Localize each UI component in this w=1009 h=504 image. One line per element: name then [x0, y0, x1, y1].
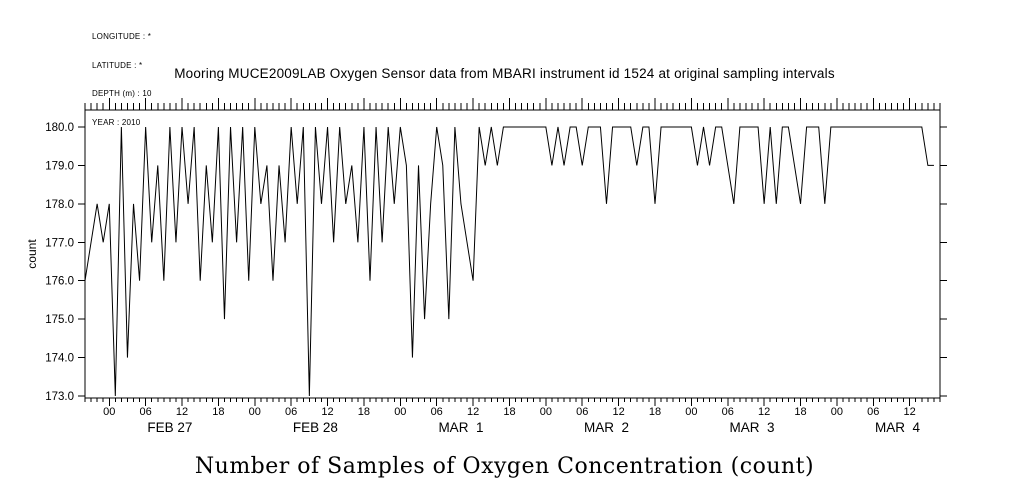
y-tick-label: 178.0 — [45, 199, 74, 211]
x-hour-label: 12 — [176, 406, 188, 418]
x-hour-label: 06 — [576, 406, 588, 418]
x-hour-label: 00 — [249, 406, 261, 418]
x-date-label: MAR 2 — [584, 420, 629, 435]
x-hour-label: 00 — [103, 406, 115, 418]
x-hour-label: 12 — [321, 406, 333, 418]
x-hour-label: 06 — [867, 406, 879, 418]
x-date-label: MAR 4 — [875, 420, 921, 435]
x-hour-label: 00 — [540, 406, 552, 418]
x-date-label: MAR 1 — [438, 420, 483, 435]
data-line-oxygen-sample-count — [84, 126, 934, 397]
meta-line-year: YEAR : 2010 — [92, 117, 141, 127]
x-hour-label: 06 — [285, 406, 297, 418]
x-hour-label: 00 — [831, 406, 843, 418]
x-hour-label: 18 — [794, 406, 806, 418]
chart-title: Mooring MUCE2009LAB Oxygen Sensor data f… — [174, 66, 835, 81]
x-date-label: FEB 27 — [147, 420, 192, 435]
y-axis-label: count — [25, 239, 39, 269]
x-date-label: FEB 28 — [293, 420, 338, 435]
x-date-label: MAR 3 — [730, 420, 775, 435]
x-hour-label: 12 — [612, 406, 624, 418]
y-tick-label: 175.0 — [45, 314, 74, 326]
x-hour-label: 18 — [212, 406, 224, 418]
plot-frame — [84, 109, 941, 399]
y-tick-label: 173.0 — [45, 391, 74, 403]
y-tick-label: 177.0 — [45, 237, 74, 249]
x-hour-label: 12 — [904, 406, 916, 418]
x-hour-label: 06 — [140, 406, 152, 418]
x-hour-label: 12 — [467, 406, 479, 418]
meta-line-depth: DEPTH (m) : 10 — [92, 89, 152, 98]
x-hour-label: 18 — [649, 406, 661, 418]
x-axis-title: Number of Samples of Oxygen Concentratio… — [194, 454, 815, 479]
x-hour-label: 18 — [358, 406, 370, 418]
y-tick-label: 179.0 — [45, 160, 74, 172]
meta-line-longitude: LONGITUDE : * — [92, 32, 152, 41]
x-hour-label: 06 — [722, 406, 734, 418]
x-hour-label: 06 — [431, 406, 443, 418]
x-hour-label: 18 — [503, 406, 515, 418]
y-tick-label: 176.0 — [45, 276, 74, 288]
header-metadata: LONGITUDE : * LATITUDE : * DEPTH (m) : 1… — [92, 13, 152, 146]
meta-line-latitude: LATITUDE : * — [92, 60, 143, 70]
x-hour-label: 12 — [758, 406, 770, 418]
y-tick-label: 174.0 — [45, 353, 74, 365]
x-hour-label: 00 — [685, 406, 697, 418]
y-tick-label: 180.0 — [45, 122, 74, 134]
x-hour-label: 00 — [394, 406, 406, 418]
